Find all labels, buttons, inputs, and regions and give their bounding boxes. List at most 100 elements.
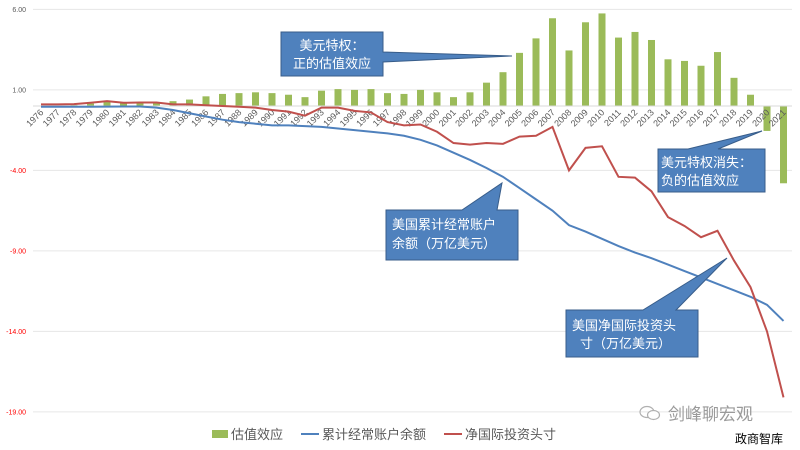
callout-current-account: 美国累计经常账户 余额（万亿美元）	[385, 181, 519, 261]
x-tick-label: 2019	[734, 107, 755, 128]
chart-legend: 估值效应 累计经常账户余额 净国际投资头寸	[212, 424, 556, 443]
bar	[400, 93, 408, 106]
x-tick-label: 2012	[618, 107, 639, 128]
bar	[120, 102, 127, 106]
bar	[664, 59, 672, 106]
x-tick-label: 2011	[602, 107, 623, 128]
bar	[186, 99, 193, 106]
x-tick-label: 2014	[651, 107, 672, 128]
x-tick-label: 1986	[189, 107, 210, 128]
watermark: 剑峰聊宏观	[638, 400, 753, 425]
bar	[582, 22, 589, 107]
bar	[615, 37, 622, 107]
x-tick-label: 1988	[222, 107, 243, 128]
wechat-icon	[639, 405, 661, 420]
x-tick-label: 2005	[503, 107, 524, 128]
legend-item-valuation: 估值效应	[212, 424, 283, 443]
line-series-niip	[41, 100, 785, 398]
x-tick-label: 1989	[239, 107, 260, 128]
bar	[301, 97, 309, 106]
x-tick-label: 1979	[74, 107, 95, 128]
callout-3-line1: 美元特权消失：	[661, 155, 752, 171]
bar	[780, 106, 787, 184]
x-tick-label: 2010	[585, 107, 606, 128]
bar	[483, 82, 490, 106]
callout-negative-valuation: 美元特权消失： 负的估值效应	[657, 130, 766, 193]
bar	[499, 72, 507, 106]
bar	[532, 38, 540, 106]
bar	[631, 31, 639, 106]
bar	[697, 65, 705, 106]
bar	[763, 106, 771, 131]
legend-swatch-blue	[301, 432, 320, 435]
x-tick-label: 2013	[635, 107, 656, 128]
bar	[153, 102, 160, 106]
legend-item-current-account: 累计经常账户余额	[301, 424, 426, 443]
bar	[450, 97, 457, 106]
bar	[285, 94, 292, 106]
callout-1-line2: 正的估值效应	[293, 56, 371, 72]
bar	[747, 94, 754, 106]
bar	[565, 50, 573, 106]
x-tick-label: 2001	[437, 107, 458, 128]
x-tick-label: 2004	[486, 107, 507, 128]
bar	[219, 93, 226, 106]
legend-label-niip: 净国际投资头寸	[465, 428, 557, 443]
x-tick-label: 1978	[57, 107, 78, 128]
line-series-current-account	[41, 105, 785, 322]
x-tick-label: 1977	[41, 107, 62, 128]
y-tick-label: -19.00	[6, 409, 26, 416]
legend-label-current-account: 累计经常账户余额	[322, 428, 427, 443]
bar	[252, 92, 259, 106]
x-tick-label: 1976	[24, 107, 45, 128]
x-tick-label: 2017	[701, 107, 722, 128]
bar	[549, 18, 556, 107]
watermark-text: 剑峰聊宏观	[668, 405, 753, 425]
y-tick-label: -9.00	[10, 248, 26, 255]
y-axis-ticks: 6.00 1.00 -4.00 -9.00 -14.00 -19.00	[6, 7, 26, 416]
legend-item-niip: 净国际投资头寸	[444, 424, 556, 443]
bar	[681, 60, 688, 106]
x-tick-label: 2015	[668, 107, 689, 128]
bar	[318, 90, 325, 106]
bar	[466, 92, 474, 106]
x-tick-label: 1982	[123, 107, 144, 128]
x-tick-label: 2008	[552, 107, 573, 128]
x-tick-label: 1994	[321, 107, 342, 128]
signature: 政商智库	[735, 432, 784, 446]
bar	[268, 93, 276, 106]
bar-series-valuation-effect	[37, 13, 787, 184]
legend-label-valuation: 估值效应	[231, 428, 284, 443]
gridlines	[33, 8, 792, 413]
bar	[714, 52, 721, 106]
x-tick-label: 1983	[140, 107, 161, 128]
bar	[417, 89, 424, 106]
bar	[598, 13, 606, 106]
x-tick-label: 2016	[684, 107, 705, 128]
x-tick-label: 1980	[90, 107, 111, 128]
bar	[235, 93, 243, 106]
bar	[334, 89, 342, 106]
callout-2-line1: 美国累计经常账户	[392, 217, 496, 233]
x-tick-label: 2002	[453, 107, 474, 128]
bar	[367, 89, 375, 106]
x-tick-label: 2006	[519, 107, 540, 128]
bar	[730, 77, 738, 106]
callout-1-line1: 美元特权：	[299, 38, 364, 54]
x-tick-label: 1981	[107, 107, 128, 128]
bar	[433, 92, 441, 106]
bar	[351, 89, 358, 106]
y-tick-label: -4.00	[10, 168, 26, 175]
bar	[103, 101, 111, 106]
bar	[516, 52, 523, 106]
x-tick-label: 2018	[717, 107, 738, 128]
callout-4-line2: 寸（万亿美元）	[580, 337, 671, 352]
bar	[202, 96, 210, 106]
callout-niip: 美国净国际投资头 寸（万亿美元）	[565, 257, 728, 358]
y-tick-label: 6.00	[12, 7, 26, 14]
bar	[87, 103, 94, 106]
callout-3-line2: 负的估值效应	[661, 173, 739, 189]
y-tick-label: 1.00	[12, 87, 26, 94]
y-tick-label: -14.00	[6, 329, 26, 336]
